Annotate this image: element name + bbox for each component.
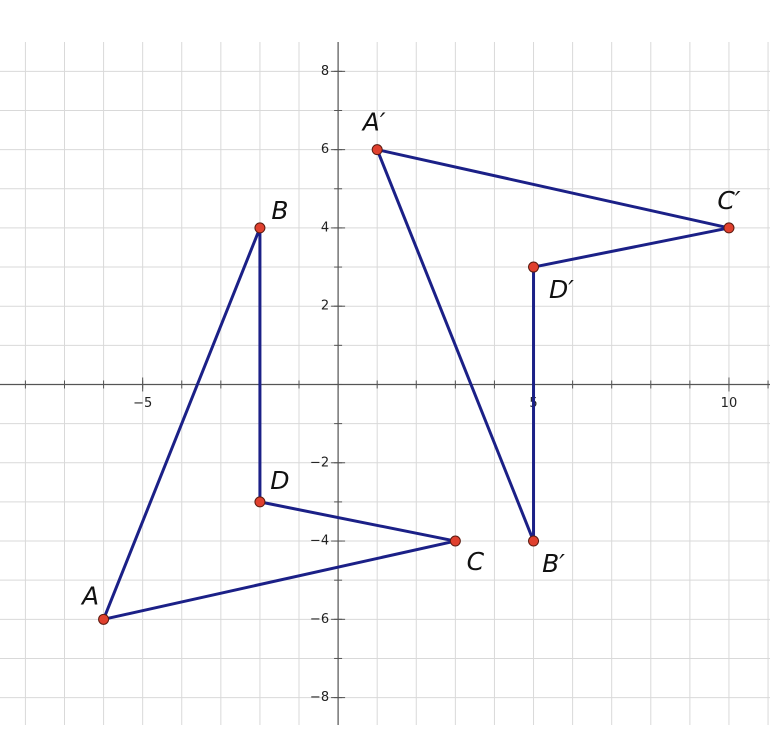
vertex-label: C′	[717, 186, 740, 215]
vertex-label: C	[467, 547, 485, 576]
y-tick-label: 8	[321, 64, 329, 79]
y-tick-label: −6	[310, 612, 329, 627]
vertex	[254, 496, 266, 508]
vertex-label: B	[271, 196, 288, 225]
vertex-label: D′	[549, 275, 574, 304]
x-tick-label: 10	[721, 396, 738, 411]
vertex	[449, 535, 461, 547]
vertex	[98, 613, 110, 625]
vertex-label: D	[270, 466, 289, 495]
vertex	[723, 222, 735, 234]
y-tick-label: 2	[321, 299, 329, 314]
y-tick-label: 6	[321, 142, 329, 157]
y-tick-label: −2	[310, 455, 329, 470]
vertex	[528, 535, 540, 547]
y-tick-label: 4	[321, 220, 329, 235]
vertex	[528, 261, 540, 273]
x-tick-label: −5	[133, 396, 152, 411]
vertex	[254, 222, 266, 234]
y-tick-label: −4	[310, 534, 329, 549]
vertex-label: A	[80, 581, 99, 610]
vertex	[371, 144, 383, 156]
vertex-label: B′	[542, 549, 565, 578]
y-tick-label: −8	[310, 690, 329, 705]
vertex-label: A′	[361, 108, 386, 137]
